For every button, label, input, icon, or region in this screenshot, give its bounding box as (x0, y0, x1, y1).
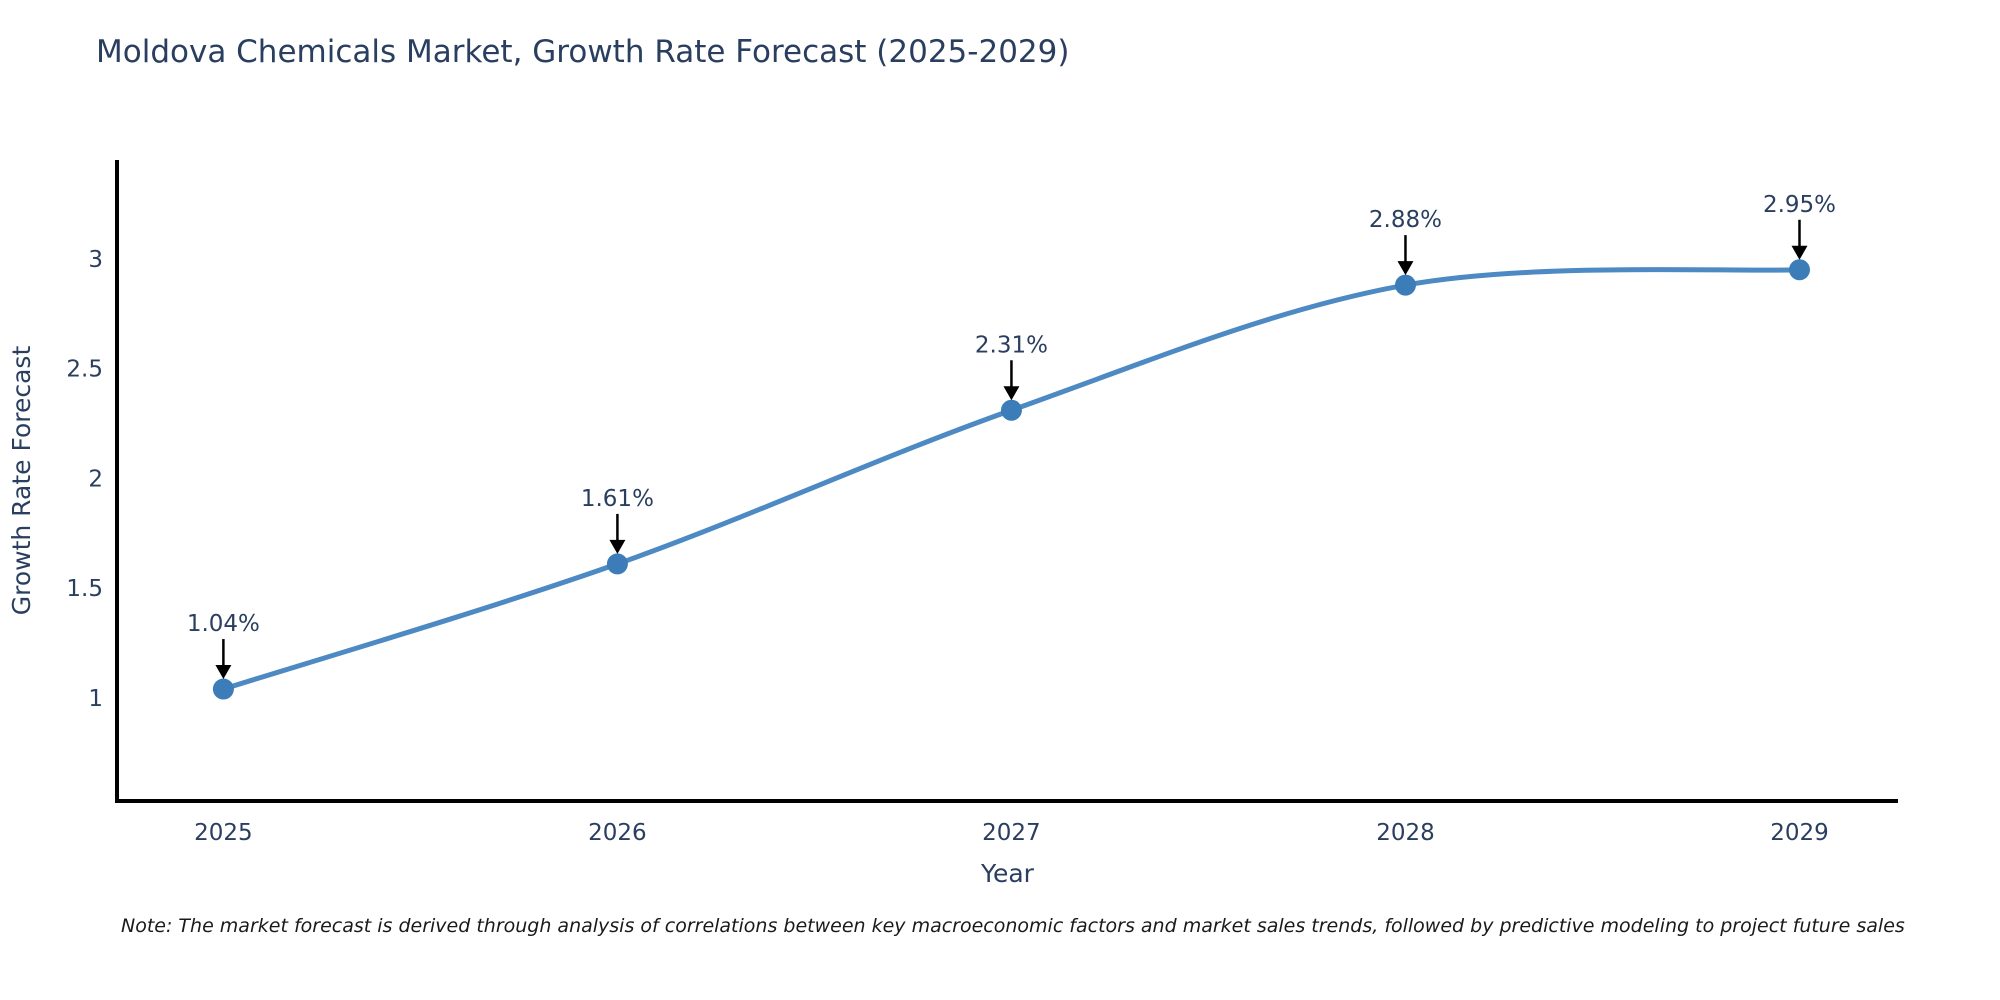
data-point[interactable] (1000, 399, 1022, 421)
annotation-arrowhead-icon (215, 665, 232, 680)
data-point[interactable] (1394, 274, 1416, 296)
x-tick-label: 2028 (1376, 820, 1435, 846)
y-tick-label: 2 (88, 466, 103, 492)
x-axis-title: Year (980, 859, 1035, 888)
point-label: 1.61% (581, 486, 654, 512)
x-tick-label: 2029 (1770, 820, 1829, 846)
point-label: 2.31% (975, 332, 1048, 358)
annotation-arrowhead-icon (1791, 245, 1808, 260)
point-label: 2.88% (1369, 207, 1442, 233)
annotation-arrowhead-icon (1003, 386, 1020, 401)
annotation-arrowhead-icon (609, 539, 626, 554)
point-label: 2.95% (1763, 192, 1836, 218)
y-tick-label: 2.5 (66, 357, 103, 383)
data-point[interactable] (212, 678, 234, 700)
y-tick-label: 3 (88, 247, 103, 273)
x-tick-label: 2025 (194, 820, 253, 846)
chart-title: Moldova Chemicals Market, Growth Rate Fo… (96, 34, 1070, 70)
point-label: 1.04% (187, 611, 260, 637)
y-tick-label: 1.5 (66, 576, 103, 602)
x-tick-label: 2027 (982, 820, 1041, 846)
data-point[interactable] (606, 553, 628, 575)
y-axis-title: Growth Rate Forecast (7, 346, 36, 616)
footnote: Note: The market forecast is derived thr… (121, 915, 1905, 937)
data-point[interactable] (1788, 259, 1810, 281)
x-tick-label: 2026 (588, 820, 647, 846)
annotation-arrowhead-icon (1397, 261, 1414, 276)
y-tick-label: 1 (88, 686, 103, 712)
